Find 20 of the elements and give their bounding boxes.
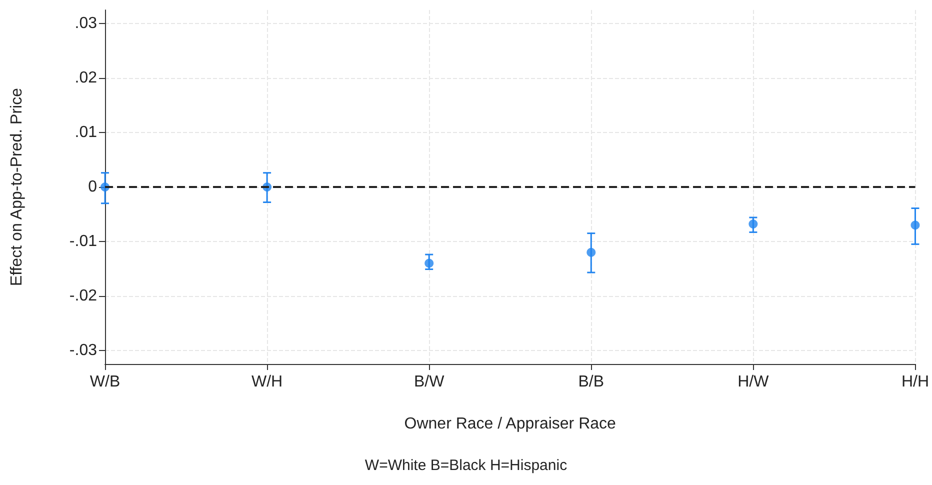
x-tick-label: H/H	[901, 374, 930, 390]
y-tick-label: -.02	[69, 287, 98, 304]
x-tick-label: W/B	[90, 374, 120, 390]
point	[424, 258, 434, 268]
x-axis-title: Owner Race / Appraiser Race	[404, 416, 616, 432]
x-tick-label: B/B	[578, 374, 604, 390]
point	[586, 248, 596, 257]
point	[748, 220, 758, 229]
y-tick-label: 0	[88, 178, 98, 196]
x-tick-label: H/W	[738, 374, 770, 390]
y-tick-label: -.03	[69, 342, 98, 359]
y-tick-label: .02	[74, 70, 98, 87]
point	[910, 220, 920, 230]
text: W=White B=Black H=Hispanic	[364, 457, 568, 474]
y-tick-label: -.01	[69, 232, 98, 250]
y-tick-label: .03	[74, 15, 98, 32]
x-tick-label: B/W	[414, 374, 446, 390]
y-tick-label: .01	[74, 124, 98, 142]
y-axis-title: Effect on App-to-Pred. Price	[8, 88, 26, 286]
x-tick-label: W/H	[251, 374, 283, 390]
